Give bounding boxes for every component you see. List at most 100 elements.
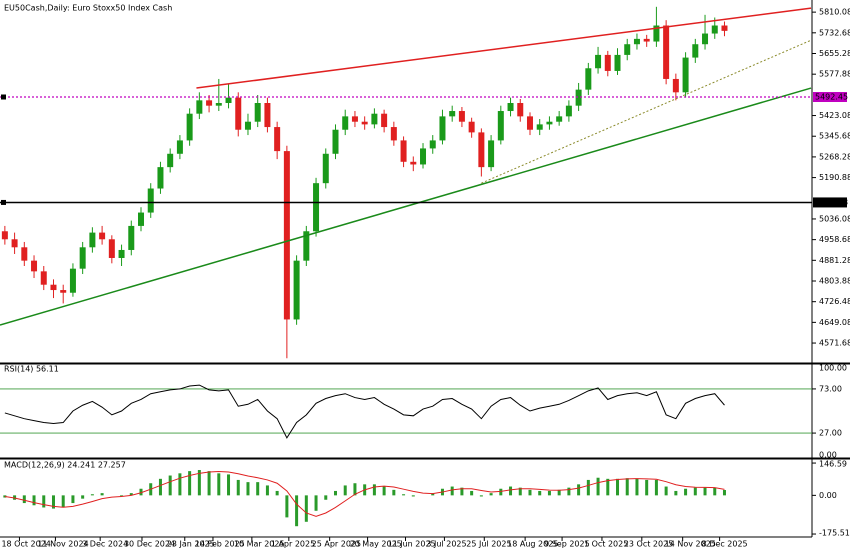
macd-bar [518, 487, 522, 496]
candle-body [40, 271, 47, 285]
y-tick-label: 5190.88 [819, 173, 850, 182]
macd-bar [227, 474, 231, 496]
candle-body [332, 129, 339, 154]
x-tick-label: 18 Aug 2025 [507, 540, 558, 549]
macd-bar [392, 489, 396, 496]
candle-body [585, 68, 592, 90]
candle-body [400, 140, 407, 162]
x-tick-label: 14 Feb 2025 [195, 540, 245, 549]
candle-body [517, 103, 524, 117]
candle-body [390, 127, 397, 141]
y-tick-label: 5810.08 [819, 8, 850, 17]
macd-bar [382, 486, 386, 496]
x-tick-label: 3 Jul 2025 [426, 540, 466, 549]
macd-bar [178, 473, 182, 496]
macd-bar [100, 493, 104, 496]
candle-body [361, 121, 368, 125]
candle-body [342, 116, 349, 130]
y-tick-label: 5036.08 [819, 214, 850, 223]
x-tick-label: 23 Oct 2025 [624, 540, 673, 549]
macd-bar [333, 490, 337, 496]
x-tick-label: 9 Sep 2025 [544, 540, 590, 549]
macd-bar [372, 484, 376, 496]
macd-bar [654, 479, 658, 496]
candle-body [225, 97, 232, 104]
y-tick-label: 5345.68 [819, 132, 850, 141]
macd-bar [703, 487, 707, 496]
candle-body [565, 105, 572, 117]
candle-body [322, 153, 329, 184]
candle-body [99, 232, 106, 240]
candle-body [604, 54, 611, 71]
macd-bar [285, 495, 289, 518]
candle-body [575, 89, 582, 106]
candle-body [488, 140, 495, 168]
candle-body [264, 103, 271, 128]
macd-bar [207, 471, 211, 496]
candle-body [381, 113, 388, 128]
macd-bar [450, 486, 454, 496]
candle-body [556, 116, 563, 122]
macd-bar [32, 495, 36, 506]
candle-body [206, 100, 213, 106]
y-tick-label: 0.00 [819, 451, 837, 460]
candle-body [702, 33, 709, 45]
candle-body [478, 132, 485, 168]
macd-bar [61, 495, 65, 508]
macd-bar [499, 488, 503, 496]
candle-body [410, 161, 417, 165]
y-tick-label: 4803.88 [819, 276, 850, 285]
candle-body [721, 25, 728, 31]
signal-line [4, 471, 725, 517]
candle-body [138, 212, 145, 226]
macd-bar [722, 490, 726, 496]
y-tick-label: 4958.68 [819, 235, 850, 244]
y-tick-label: 4881.28 [819, 256, 850, 265]
macd-bar [188, 471, 192, 496]
candle-body [643, 38, 650, 42]
macd-bar [538, 490, 542, 496]
macd-bar [275, 490, 279, 496]
macd-bar [90, 494, 94, 496]
macd-bar [470, 490, 474, 496]
trendline [196, 7, 812, 89]
candle-body [11, 239, 18, 248]
candle-body [595, 54, 602, 69]
candle-body [429, 140, 436, 149]
y-tick-label: 5268.28 [819, 152, 850, 161]
macd-bar [625, 478, 629, 496]
macd-bar [295, 495, 299, 527]
candle-body [235, 97, 242, 130]
candle-body [507, 103, 514, 112]
x-tick-label: 11 Jun 2025 [388, 540, 436, 549]
macd-bar [71, 495, 75, 504]
candle-body [50, 284, 57, 291]
macd-bar [645, 479, 649, 496]
x-tick-label: 18 Oct 2024 [1, 540, 50, 549]
panel-title: EU50Cash,Daily: Euro Stoxx50 Index Cash [4, 4, 172, 13]
candle-body [147, 188, 154, 213]
candle-body [526, 116, 533, 130]
y-tick-label: 0.00 [819, 491, 837, 500]
candle-body [293, 260, 300, 320]
y-tick-label: 27.00 [819, 429, 842, 438]
price-label-box [813, 197, 847, 208]
price-label: 5097.88 [815, 198, 848, 207]
macd-bar [547, 490, 551, 496]
candle-body [458, 111, 465, 122]
candle-body [692, 44, 699, 58]
candle-body [196, 100, 203, 114]
macd-bar [158, 478, 162, 496]
macd-bar [51, 495, 55, 509]
macd-bar [411, 495, 415, 497]
candle-body [118, 249, 125, 258]
candle-body [672, 78, 679, 93]
macd-bar [509, 486, 513, 496]
macd-bar [81, 495, 85, 499]
candle-body [653, 25, 660, 42]
x-tick-label: 20 May 2025 [350, 540, 402, 549]
macd-bar [256, 482, 260, 496]
candle-body [711, 25, 718, 34]
candle-body [468, 121, 475, 133]
